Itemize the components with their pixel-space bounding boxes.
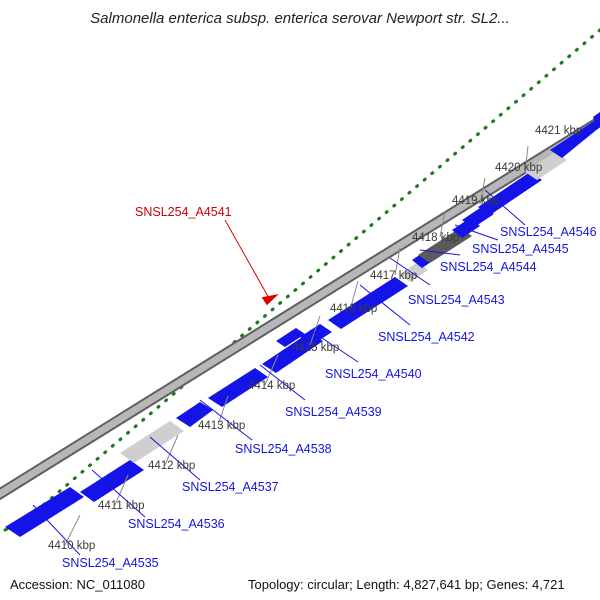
genome-viewer-root: Salmonella enterica subsp. enterica sero… [0, 0, 600, 600]
gene-label-a4546[interactable]: SNSL254_A4546 [500, 225, 597, 239]
gene-arrow-a4546[interactable] [550, 117, 600, 158]
genome-track-container: SNSL254_A4541 4410 kbp 4411 kbp 4412 kbp… [0, 0, 600, 600]
tick-label-4421: 4421 kbp [535, 125, 582, 137]
gene-label-a4540[interactable]: SNSL254_A4540 [325, 367, 422, 381]
tick-label-4412: 4412 kbp [148, 460, 195, 472]
gene-label-a4545[interactable]: SNSL254_A4545 [472, 242, 569, 256]
gene-label-a4543[interactable]: SNSL254_A4543 [408, 293, 505, 307]
tick-label-4415: 4415 kbp [292, 342, 339, 354]
highlight-leader-line [225, 220, 270, 300]
tick-label-4420: 4420 kbp [495, 162, 542, 174]
gene-label-a4536[interactable]: SNSL254_A4536 [128, 517, 225, 531]
accession-footer: Accession: NC_011080 [10, 577, 145, 592]
gene-arrow-a4537[interactable] [120, 421, 184, 463]
topology-footer: Topology: circular; Length: 4,827,641 bp… [248, 577, 565, 592]
genome-track-svg [0, 0, 600, 600]
tick-label-4417: 4417 kbp [370, 270, 417, 282]
accession-value: NC_011080 [77, 577, 145, 592]
tick-label-4411: 4411 kbp [98, 500, 144, 512]
tick-label-4413: 4413 kbp [198, 420, 245, 432]
gene-label-a4541[interactable]: SNSL254_A4541 [135, 205, 232, 219]
tick-label-4416: 4416 kbp [330, 303, 377, 315]
tick-label-4418: 4418 kbp [412, 232, 459, 244]
gene-label-a4539[interactable]: SNSL254_A4539 [285, 405, 382, 419]
gene-label-a4535[interactable]: SNSL254_A4535 [62, 556, 159, 570]
gene-label-a4542[interactable]: SNSL254_A4542 [378, 330, 475, 344]
tick-label-4419: 4419 kbp [452, 195, 499, 207]
gene-arrow-a4535[interactable] [5, 487, 84, 537]
gene-label-a4537[interactable]: SNSL254_A4537 [182, 480, 279, 494]
tick-label-4410: 4410 kbp [48, 540, 95, 552]
accession-label: Accession: [10, 577, 73, 592]
tick-label-4414: 4414 kbp [248, 380, 295, 392]
gene-label-a4538[interactable]: SNSL254_A4538 [235, 442, 332, 456]
gene-label-a4544[interactable]: SNSL254_A4544 [440, 260, 537, 274]
